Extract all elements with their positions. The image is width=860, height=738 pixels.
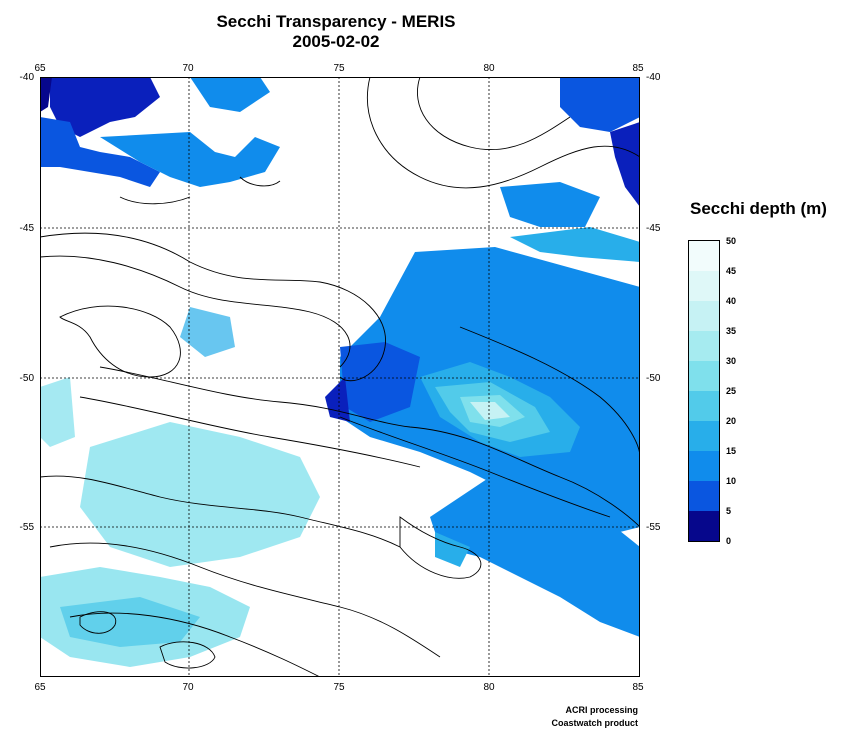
colorbar-label: 5 xyxy=(726,506,732,516)
lon-tick-bottom: 65 xyxy=(34,682,46,693)
lon-tick-bottom: 70 xyxy=(182,682,194,693)
colorbar-band xyxy=(689,451,719,481)
secchi-swath-central xyxy=(325,247,640,637)
lat-tick-right: -45 xyxy=(646,223,661,234)
colorbar-band xyxy=(689,511,719,541)
colorbar-band xyxy=(689,481,719,511)
secchi-patch-southwest xyxy=(40,307,320,667)
lon-tick-top: 65 xyxy=(34,63,46,74)
colorbar-label: 50 xyxy=(726,236,737,246)
credit-processing: ACRI processing xyxy=(565,705,638,715)
bathymetry-contours xyxy=(40,77,640,677)
lat-tick-left: -50 xyxy=(19,373,34,384)
colorbar-label: 10 xyxy=(726,476,737,486)
colorbar-band xyxy=(689,271,719,301)
colorbar-frame xyxy=(688,240,720,542)
colorbar-label: 15 xyxy=(726,446,737,456)
colorbar-label: 45 xyxy=(726,266,737,276)
colorbar-label: 0 xyxy=(726,536,732,546)
lat-tick-right: -50 xyxy=(646,373,661,384)
colorbar-band xyxy=(689,361,719,391)
map-date: 2005-02-02 xyxy=(292,32,380,51)
map-title: Secchi Transparency - MERIS xyxy=(216,12,456,31)
secchi-patch-northwest xyxy=(40,77,280,187)
graticule xyxy=(40,77,640,677)
colorbar-label: 35 xyxy=(726,326,737,336)
colorbar-band xyxy=(689,391,719,421)
lon-tick-top: 70 xyxy=(182,63,194,74)
credit-product: Coastwatch product xyxy=(551,718,638,728)
lat-tick-right: -55 xyxy=(646,522,661,533)
colorbar-band xyxy=(689,421,719,451)
secchi-map xyxy=(40,77,640,677)
lat-tick-left: -55 xyxy=(19,522,34,533)
lat-tick-left: -40 xyxy=(19,72,34,83)
colorbar-label: 30 xyxy=(726,356,737,366)
colorbar-label: 25 xyxy=(726,386,737,396)
secchi-patch-northeast xyxy=(500,77,640,262)
lat-tick-left: -45 xyxy=(19,223,34,234)
lon-tick-top: 85 xyxy=(632,63,644,74)
colorbar-band xyxy=(689,301,719,331)
colorbar-band xyxy=(689,241,719,271)
colorbar-label: 20 xyxy=(726,416,737,426)
map-frame xyxy=(40,77,640,677)
legend-title: Secchi depth (m) xyxy=(690,199,827,218)
secchi-colorbar xyxy=(688,240,720,542)
lat-tick-right: -40 xyxy=(646,72,661,83)
lon-tick-top: 80 xyxy=(483,63,495,74)
colorbar-band xyxy=(689,331,719,361)
lon-tick-bottom: 80 xyxy=(483,682,495,693)
lon-tick-top: 75 xyxy=(333,63,345,74)
lon-tick-bottom: 85 xyxy=(632,682,644,693)
colorbar-label: 40 xyxy=(726,296,737,306)
lon-tick-bottom: 75 xyxy=(333,682,345,693)
